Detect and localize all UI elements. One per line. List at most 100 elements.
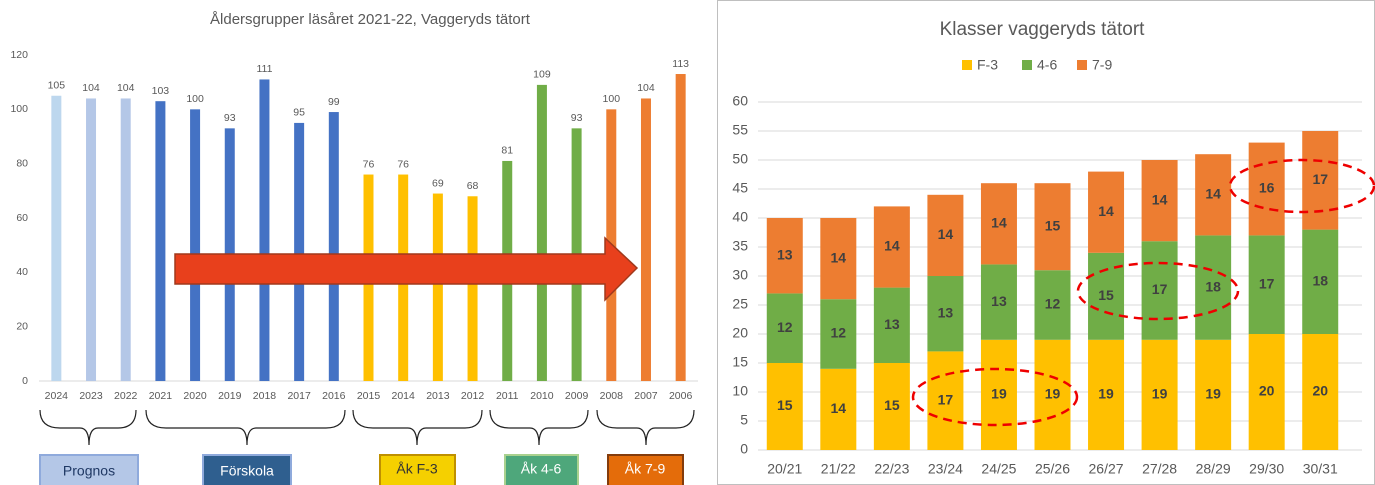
group-label: Prognos — [63, 463, 115, 479]
bar-segment — [1248, 235, 1285, 334]
x-tick-label: 2014 — [392, 390, 416, 402]
y-tick-label: 5 — [740, 412, 748, 428]
bar — [120, 98, 131, 381]
data-label: 14 — [1205, 186, 1221, 202]
bar — [432, 193, 443, 381]
data-label: 14 — [884, 238, 900, 254]
bar-segment — [1195, 339, 1232, 450]
x-tick-label: 2013 — [426, 390, 450, 402]
x-tick-label: 2018 — [253, 390, 277, 402]
bar-segment — [1088, 171, 1125, 253]
data-label: 18 — [1312, 273, 1328, 289]
x-tick-label: 28/29 — [1196, 461, 1231, 477]
data-label: 12 — [777, 319, 793, 335]
highlight-ellipse — [911, 367, 1079, 427]
x-tick-label: 29/30 — [1249, 461, 1284, 477]
bar — [86, 98, 97, 381]
data-label: 12 — [1045, 296, 1061, 312]
y-tick-label: 50 — [732, 151, 748, 167]
data-label: 19 — [1045, 386, 1061, 402]
data-label: 68 — [467, 180, 479, 192]
data-label: 104 — [637, 82, 655, 94]
x-tick-label: 2023 — [79, 390, 103, 402]
data-label: 19 — [991, 386, 1007, 402]
data-label: 19 — [1098, 386, 1114, 402]
data-label: 104 — [117, 82, 135, 94]
data-label: 13 — [884, 316, 900, 332]
data-label: 13 — [777, 246, 793, 262]
data-label: 69 — [432, 177, 444, 189]
group-box — [504, 454, 579, 485]
legend-label: 4-6 — [1037, 57, 1057, 73]
group-box — [607, 454, 684, 485]
x-tick-label: 2009 — [565, 390, 589, 402]
data-label: 14 — [831, 249, 847, 265]
data-label: 12 — [831, 325, 847, 341]
data-label: 14 — [938, 226, 954, 242]
bar — [640, 98, 651, 381]
x-tick-label: 2006 — [669, 390, 693, 402]
bar-segment — [927, 276, 964, 352]
x-tick-label: 2011 — [496, 390, 519, 402]
x-tick-label: 2012 — [461, 390, 485, 402]
y-tick-label: 80 — [16, 157, 28, 169]
x-tick-label: 23/24 — [928, 461, 963, 477]
group-box — [202, 454, 292, 485]
bar — [467, 196, 478, 381]
braces — [39, 409, 695, 446]
bar-segment — [980, 183, 1017, 265]
bar-segment — [1141, 241, 1178, 340]
group-box — [39, 454, 139, 485]
data-label: 17 — [1312, 171, 1328, 187]
y-tick-label: 60 — [16, 212, 28, 224]
data-label: 20 — [1259, 383, 1275, 399]
bar — [536, 84, 547, 381]
y-tick-label: 35 — [732, 238, 748, 254]
data-label: 104 — [82, 82, 100, 94]
data-label: 18 — [1205, 278, 1221, 294]
bar-segment — [1034, 270, 1071, 340]
bar — [190, 109, 201, 381]
bar-segment — [1034, 339, 1071, 450]
x-tick-label: 2019 — [218, 390, 242, 402]
data-label: 93 — [224, 112, 236, 124]
bar-segment — [980, 264, 1017, 340]
y-tick-label: 120 — [10, 49, 28, 61]
bar-segment — [927, 351, 964, 450]
bar — [675, 74, 686, 382]
y-tick-label: 60 — [732, 93, 748, 109]
x-tick-label: 26/27 — [1089, 461, 1124, 477]
x-tick-label: 27/28 — [1142, 461, 1177, 477]
data-label: 76 — [397, 158, 409, 170]
y-tick-label: 0 — [740, 441, 748, 457]
group-box — [379, 454, 456, 485]
data-label: 19 — [1152, 386, 1168, 402]
data-label: 15 — [1098, 287, 1114, 303]
data-label: 14 — [1098, 203, 1114, 219]
y-tick-label: 20 — [732, 325, 748, 341]
data-label: 17 — [938, 391, 954, 407]
data-label: 109 — [533, 69, 551, 81]
x-tick-label: 2017 — [287, 390, 311, 402]
bar-segment — [1088, 339, 1125, 450]
bar-segment — [1248, 142, 1285, 236]
bar-segment — [820, 368, 857, 450]
legend-label: F-3 — [977, 57, 998, 73]
data-label: 17 — [1152, 281, 1168, 297]
y-tick-label: 0 — [22, 375, 28, 387]
y-tick-label: 30 — [732, 267, 748, 283]
y-tick-label: 15 — [732, 354, 748, 370]
bar-segment — [766, 218, 803, 294]
data-label: 17 — [1259, 275, 1275, 291]
y-tick-label: 10 — [732, 383, 748, 399]
data-label: 113 — [672, 58, 689, 70]
bar-segment — [980, 339, 1017, 450]
x-tick-label: 25/26 — [1035, 461, 1070, 477]
y-tick-label: 100 — [10, 103, 28, 115]
y-tick-label: 45 — [732, 180, 748, 196]
data-label: 14 — [831, 400, 847, 416]
group-label: Åk F-3 — [396, 461, 437, 477]
data-label: 111 — [256, 63, 272, 75]
highlight-ellipse — [1076, 261, 1240, 321]
